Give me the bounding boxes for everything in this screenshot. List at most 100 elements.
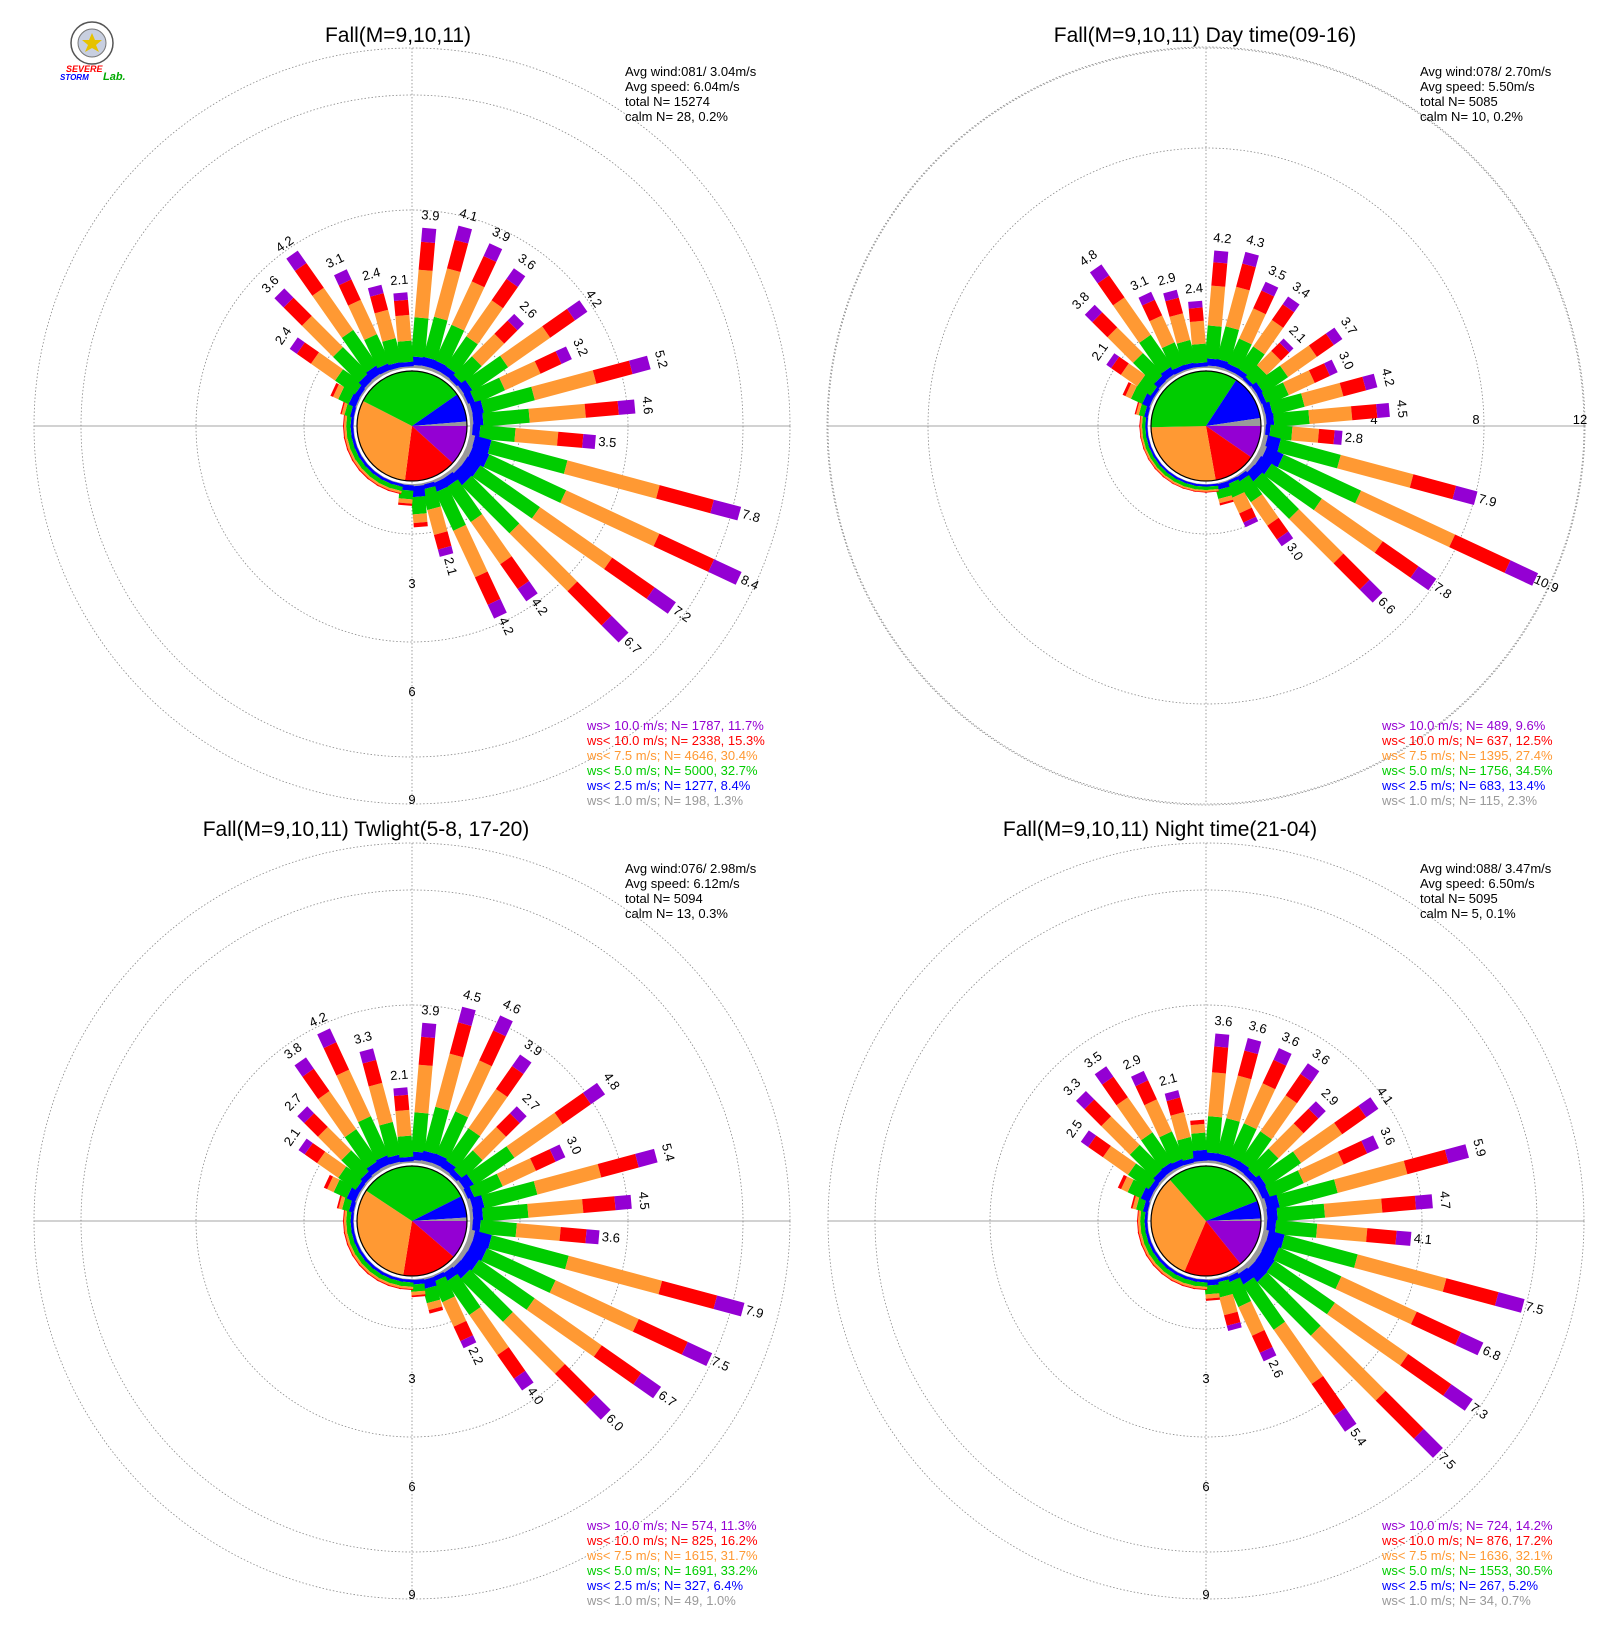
bar-segment [399, 361, 414, 368]
bar-segment [658, 1280, 718, 1309]
bar-segment [435, 486, 466, 531]
bar-segment [1181, 1282, 1196, 1289]
bar-segment [351, 459, 361, 472]
center-pie-slice [412, 1217, 467, 1221]
bar-segment [1269, 393, 1305, 416]
bar-segment [344, 1231, 351, 1246]
bar-label: 2.4 [1184, 280, 1203, 297]
bar-segment [1274, 1220, 1318, 1238]
bar-segment [509, 523, 578, 592]
bar-segment [1111, 356, 1129, 375]
bar-segment [340, 400, 346, 415]
bar-segment [397, 1135, 414, 1158]
bar-segment [471, 256, 497, 288]
bar-segment [411, 1112, 429, 1153]
bar-segment [713, 1295, 745, 1317]
bar-segment [274, 288, 294, 308]
bar-label: 3.8 [281, 1039, 304, 1062]
bar-label: 4.6 [640, 396, 657, 415]
bar-label: 3.5 [598, 434, 617, 451]
bar-segment [1308, 406, 1353, 424]
bar-segment [1193, 483, 1208, 485]
bar-segment [585, 1394, 611, 1420]
legend-entry: ws< 1.0 m/s; N= 49, 1.0% [586, 1593, 736, 1608]
bar-segment [446, 1128, 480, 1169]
bar-segment [1193, 1281, 1208, 1287]
center-pie-outline [356, 1165, 468, 1277]
bar-segment [1174, 1270, 1188, 1277]
bar-segment [455, 1060, 492, 1118]
bar-segment [377, 482, 391, 491]
bar-segment [387, 1282, 402, 1289]
bar-segment [1171, 1277, 1185, 1286]
legend-entry: ws< 5.0 m/s; N= 1553, 30.5% [1381, 1563, 1553, 1578]
bar-segment [1107, 327, 1143, 363]
bar-segment [454, 225, 472, 244]
bar-segment [479, 1030, 506, 1067]
bar-segment [526, 1298, 602, 1357]
bar-segment [393, 292, 408, 301]
bar-segment [338, 1195, 346, 1210]
bar-segment [1253, 319, 1284, 355]
bar-segment [487, 440, 568, 474]
stats-calm: calm N= 28, 0.2% [625, 109, 728, 124]
bar-segment [449, 1022, 472, 1058]
bar-label: 3.0 [1336, 349, 1357, 372]
bar-segment [338, 279, 361, 306]
bar-segment [1166, 1097, 1185, 1116]
bar-segment [491, 278, 518, 309]
bar-segment [542, 308, 575, 338]
bar-label: 4.6 [501, 996, 524, 1017]
bar-segment [512, 1054, 532, 1074]
bar-segment [563, 460, 660, 499]
bar-label: 2.7 [281, 1090, 304, 1113]
bar-segment [1313, 498, 1383, 553]
bar-segment [1243, 516, 1259, 528]
bar-segment [1211, 262, 1228, 287]
bar-segment [560, 490, 660, 547]
bar-segment [1080, 1130, 1097, 1147]
bar-segment [500, 556, 530, 589]
bar-segment [1205, 1297, 1220, 1301]
bar-segment [1136, 1219, 1140, 1234]
bar-segment [480, 386, 535, 414]
bar-segment [1214, 1033, 1230, 1048]
ring-label: 6 [408, 684, 415, 699]
bar-segment [1337, 454, 1414, 488]
bar-segment [1366, 1228, 1397, 1245]
center-pie-slice [357, 400, 412, 481]
legend-entry: ws< 7.5 m/s; N= 1615, 31.7% [586, 1548, 758, 1563]
bar-segment [1291, 426, 1320, 443]
bar-segment [1188, 307, 1204, 322]
bar-segment [399, 1287, 414, 1291]
bar-segment [1125, 383, 1137, 399]
legend-entry: ws< 10.0 m/s; N= 637, 12.5% [1381, 733, 1553, 748]
bar-segment [1154, 453, 1163, 466]
bar-label: 7.3 [1468, 1400, 1491, 1423]
bar-segment [1257, 350, 1282, 375]
bar-segment [1333, 430, 1343, 445]
bar-segment [470, 514, 512, 565]
bar-segment [533, 1164, 602, 1195]
bar-segment [1400, 1354, 1452, 1396]
bar-segment [411, 1290, 426, 1296]
bar-segment [1147, 413, 1149, 428]
bar-segment [1152, 1263, 1164, 1275]
bar-segment [398, 489, 414, 500]
bar-segment [318, 1091, 357, 1138]
bar-segment [1248, 1148, 1279, 1179]
bar-label: 2.6 [1265, 1357, 1286, 1380]
bar-segment [1116, 1097, 1153, 1141]
bar-segment [503, 1312, 565, 1374]
bar-segment [472, 465, 540, 519]
bar-segment [1193, 1278, 1208, 1280]
bar-segment [297, 1106, 315, 1124]
bar-segment [376, 1279, 390, 1287]
bar-label: 3.7 [1338, 314, 1361, 337]
bar-segment [323, 1174, 333, 1190]
bar-segment [399, 1285, 414, 1290]
bar-segment [1228, 1123, 1257, 1162]
ring-label: 3 [408, 1371, 415, 1386]
bar-segment [1204, 1152, 1219, 1162]
bar-segment [398, 498, 413, 504]
